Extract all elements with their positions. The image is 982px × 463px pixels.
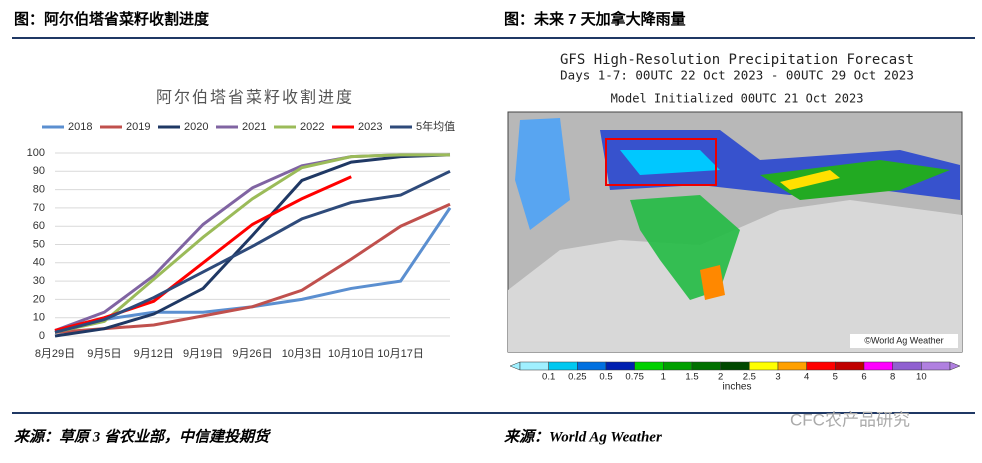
right-heading: 图：未来 7 天加拿大降雨量: [504, 10, 686, 28]
y-tick-label: 70: [33, 202, 45, 214]
precip-west: [515, 118, 570, 230]
colorbar-cell: [577, 361, 607, 371]
series-line: [54, 169, 451, 334]
y-tick-label: 80: [33, 184, 45, 196]
legend-label: 2018: [68, 121, 92, 133]
precip-light: [620, 150, 720, 175]
x-tick-label: 10月17日: [377, 348, 423, 360]
map-panel: GFS High-Resolution Precipitation Foreca…: [505, 42, 969, 400]
series-line: [54, 153, 451, 338]
precip-green: [760, 160, 950, 200]
y-tick-label: 100: [27, 147, 45, 159]
colorbar-label: 0.25: [568, 372, 587, 383]
chart-title: 阿尔伯塔省菜籽收割进度: [156, 88, 354, 107]
colorbar: 0.1 0.25 0.5 0.75 1 1.5 2 2.5 3 4 5 6 8 10: [509, 361, 961, 383]
y-tick-label: 0: [39, 330, 45, 342]
colorbar-end: [949, 361, 961, 371]
legend-label: 2019: [126, 121, 150, 133]
colorbar-label: 0.5: [599, 372, 612, 383]
x-tick-label: 9月12日: [134, 348, 174, 360]
colorbar-cell: [519, 361, 549, 371]
watermark: CFC农产品研究: [790, 410, 910, 429]
colorbar-cell: [663, 361, 693, 371]
left-source: 来源：草原 3 省农业部，中信建投期货: [14, 427, 272, 445]
colorbar-cell: [548, 361, 578, 371]
x-tick-label: 8月29日: [35, 348, 75, 360]
legend-label: 2022: [300, 121, 324, 133]
copyright: ©World Ag Weather: [864, 335, 943, 345]
x-tick-label: 9月26日: [232, 348, 272, 360]
map-title: GFS High-Resolution Precipitation Foreca…: [560, 52, 914, 68]
series-line: [54, 202, 451, 334]
colorbar-cell: [749, 361, 779, 371]
x-tick-label: 9月5日: [87, 348, 121, 360]
colorbar-cell: [806, 361, 836, 371]
colorbar-label: 5: [833, 372, 838, 383]
colorbar-cell: [777, 361, 807, 371]
land-south: [508, 200, 962, 352]
colorbar-cell: [835, 361, 865, 371]
legend-label: 5年均值: [416, 119, 455, 133]
legend-label: 2020: [184, 121, 208, 133]
precip-orange: [700, 265, 725, 300]
precip-yellow: [780, 170, 840, 190]
colorbar-label: 1.5: [685, 372, 698, 383]
chart: 0 10 20 30 40 50 60 70 80 90 100 8月29日 9月5日 9月12日 9月19…: [27, 119, 455, 360]
x-tick-label: 9月19日: [183, 348, 223, 360]
colorbar-label: 1: [661, 372, 666, 383]
colorbar-label: 8: [890, 372, 895, 383]
x-tick-label: 10月10日: [328, 348, 374, 360]
colorbar-cell: [691, 361, 721, 371]
y-tick-label: 60: [33, 220, 45, 232]
highlight-box: [605, 138, 717, 186]
colorbar-unit: inches: [723, 382, 752, 393]
x-tick-label: 10月3日: [282, 348, 322, 360]
y-tick-label: 20: [33, 293, 45, 305]
colorbar-cell: [921, 361, 951, 371]
colorbar-cell: [892, 361, 922, 371]
y-tick-label: 90: [33, 165, 45, 177]
colorbar-cell: [605, 361, 635, 371]
colorbar-label: 4: [804, 372, 809, 383]
series-line: [54, 153, 450, 332]
y-tick-label: 40: [33, 257, 45, 269]
right-source: 来源：World Ag Weather: [504, 428, 662, 445]
colorbar-label: 2: [718, 372, 723, 383]
legend-label: 2021: [242, 121, 266, 133]
colorbar-cell: [863, 361, 893, 371]
map-days: Days 1-7: 00UTC 22 Oct 2023 - 00UTC 29 O…: [560, 68, 914, 83]
copyright-bg: [850, 334, 958, 348]
legend-label: 2023: [358, 121, 382, 133]
colorbar-label: 3: [775, 372, 780, 383]
colorbar-cell: [634, 361, 664, 371]
colorbar-label: 0.75: [625, 372, 644, 383]
y-tick-label: 30: [33, 275, 45, 287]
series-line: [54, 175, 352, 332]
left-heading: 图：阿尔伯塔省菜籽收割进度: [14, 10, 210, 28]
colorbar-label: 0.1: [542, 372, 555, 383]
y-tick-label: 50: [33, 238, 45, 250]
colorbar-cell: [720, 361, 750, 371]
series-line: [54, 153, 450, 334]
colorbar-label: 2.5: [743, 372, 756, 383]
colorbar-label: 6: [861, 372, 866, 383]
y-tick-label: 10: [33, 312, 45, 324]
colorbar-label: 10: [916, 372, 927, 383]
map-init: Model Initialized 00UTC 21 Oct 2023: [611, 92, 864, 106]
